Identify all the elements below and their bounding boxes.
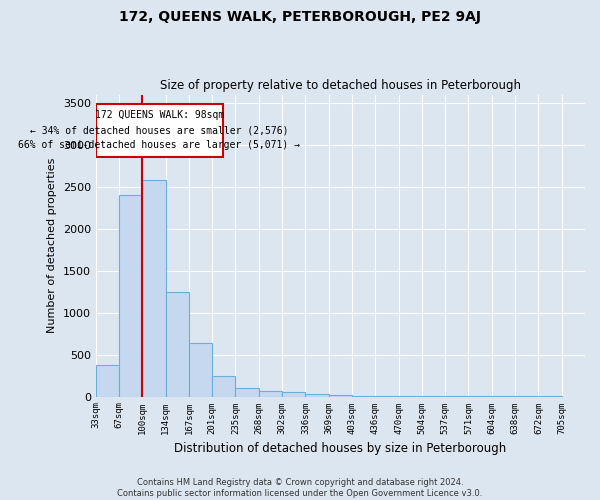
- Bar: [119, 195, 142, 396]
- Bar: [259, 391, 282, 396]
- Bar: [235, 388, 259, 396]
- Bar: [95, 104, 223, 156]
- Y-axis label: Number of detached properties: Number of detached properties: [47, 158, 57, 333]
- Bar: [305, 394, 329, 396]
- Text: ← 34% of detached houses are smaller (2,576): ← 34% of detached houses are smaller (2,…: [30, 125, 289, 135]
- Bar: [189, 343, 212, 396]
- Bar: [142, 180, 166, 396]
- X-axis label: Distribution of detached houses by size in Peterborough: Distribution of detached houses by size …: [174, 442, 506, 455]
- Title: Size of property relative to detached houses in Peterborough: Size of property relative to detached ho…: [160, 79, 521, 92]
- Text: Contains HM Land Registry data © Crown copyright and database right 2024.
Contai: Contains HM Land Registry data © Crown c…: [118, 478, 482, 498]
- Text: 66% of semi-detached houses are larger (5,071) →: 66% of semi-detached houses are larger (…: [18, 140, 300, 150]
- Bar: [329, 395, 352, 396]
- Text: 172 QUEENS WALK: 98sqm: 172 QUEENS WALK: 98sqm: [95, 110, 224, 120]
- Bar: [166, 292, 189, 397]
- Text: 172, QUEENS WALK, PETERBOROUGH, PE2 9AJ: 172, QUEENS WALK, PETERBOROUGH, PE2 9AJ: [119, 10, 481, 24]
- Bar: [95, 364, 119, 396]
- Bar: [282, 392, 305, 396]
- Bar: [212, 376, 235, 396]
